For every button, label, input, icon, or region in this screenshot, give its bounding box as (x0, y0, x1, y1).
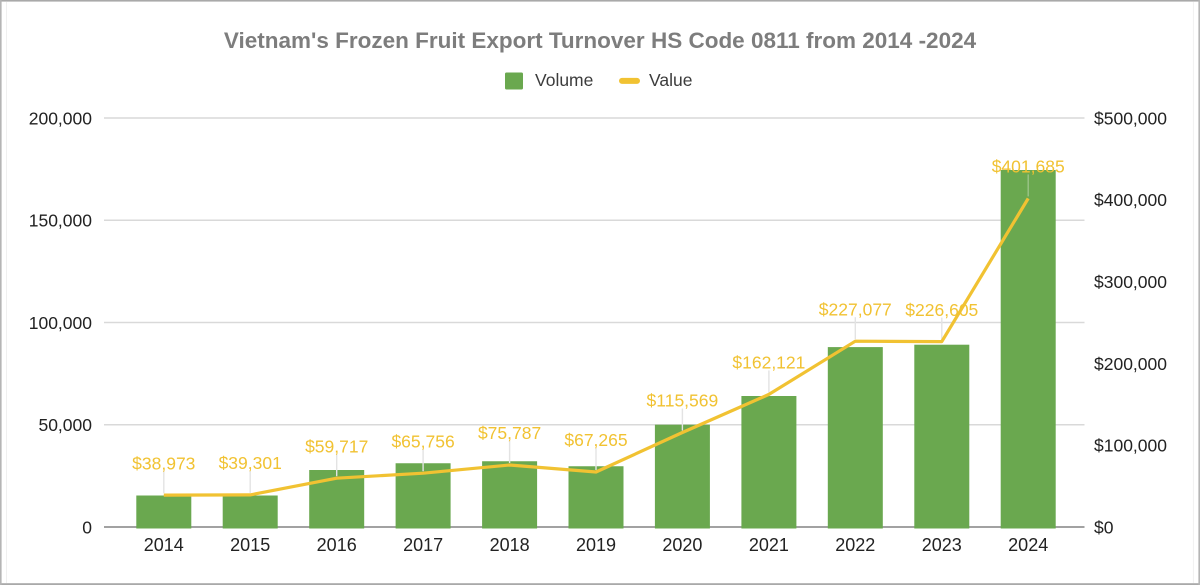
svg-text:$115,569: $115,569 (647, 391, 719, 411)
svg-text:2023: 2023 (922, 535, 962, 555)
svg-text:2019: 2019 (576, 535, 616, 555)
svg-text:Vietnam's Frozen Fruit Export: Vietnam's Frozen Fruit Export Turnover H… (224, 28, 977, 53)
svg-text:$200,000: $200,000 (1094, 354, 1167, 374)
svg-text:2018: 2018 (490, 535, 530, 555)
svg-text:$100,000: $100,000 (1094, 436, 1167, 456)
svg-text:$400,000: $400,000 (1094, 190, 1167, 210)
svg-text:2014: 2014 (144, 535, 184, 555)
svg-text:100,000: 100,000 (29, 313, 93, 333)
svg-text:2020: 2020 (662, 535, 702, 555)
svg-text:$226,605: $226,605 (905, 300, 978, 320)
svg-text:$75,787: $75,787 (478, 423, 541, 443)
svg-text:200,000: 200,000 (29, 108, 93, 128)
svg-text:$39,301: $39,301 (219, 453, 282, 473)
svg-text:2022: 2022 (835, 535, 875, 555)
svg-text:2016: 2016 (317, 535, 357, 555)
svg-text:$500,000: $500,000 (1094, 108, 1167, 128)
svg-text:Volume: Volume (535, 70, 593, 90)
svg-text:$67,265: $67,265 (564, 430, 627, 450)
svg-text:2024: 2024 (1008, 535, 1048, 555)
svg-text:$0: $0 (1094, 517, 1114, 537)
svg-text:$38,973: $38,973 (132, 453, 195, 473)
svg-text:Value: Value (649, 70, 692, 90)
svg-text:2015: 2015 (230, 535, 270, 555)
svg-text:$227,077: $227,077 (819, 299, 892, 319)
svg-text:50,000: 50,000 (38, 415, 92, 435)
svg-text:2017: 2017 (403, 535, 443, 555)
svg-text:$300,000: $300,000 (1094, 272, 1167, 292)
svg-text:$401,685: $401,685 (992, 157, 1065, 177)
svg-text:150,000: 150,000 (29, 211, 93, 231)
svg-text:2021: 2021 (749, 535, 789, 555)
svg-text:$65,756: $65,756 (391, 431, 454, 451)
svg-text:0: 0 (82, 517, 92, 537)
svg-text:$162,121: $162,121 (732, 353, 805, 373)
svg-text:$59,717: $59,717 (305, 436, 368, 456)
